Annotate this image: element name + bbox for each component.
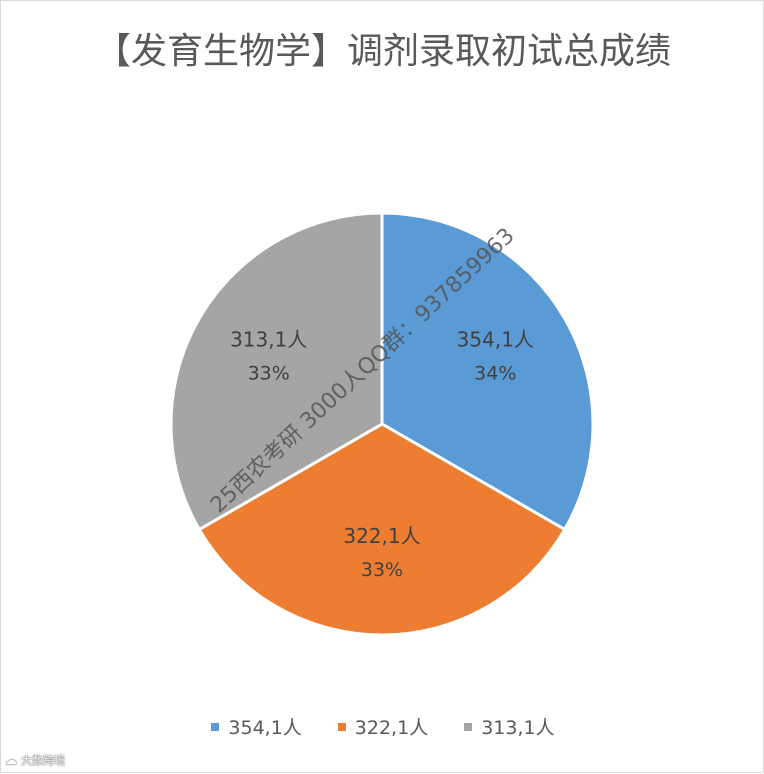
legend-label-322: 322,1人 — [354, 717, 429, 739]
legend-item-322: 322,1人 — [337, 713, 429, 740]
slice-label-313: 313,1人 — [230, 328, 307, 352]
chart-legend: 354,1人 322,1人 313,1人 — [1, 713, 764, 740]
pie-slice-322 — [197, 422, 567, 637]
legend-swatch-313 — [464, 722, 473, 731]
badge-label: 大数跨境 — [21, 754, 65, 767]
legend-item-313: 313,1人 — [464, 713, 555, 740]
slice-percent-313: 33% — [248, 363, 290, 385]
chart-title: 【发育生物学】调剂录取初试总成绩 — [94, 31, 671, 72]
slice-label-354: 354,1人 — [457, 328, 534, 352]
legend-label-354: 354,1人 — [228, 717, 302, 739]
slice-percent-354: 34% — [474, 363, 516, 385]
legend-swatch-322 — [337, 722, 346, 731]
legend-label-313: 313,1人 — [481, 717, 555, 739]
pie-slice-313 — [169, 211, 384, 532]
legend-swatch-354 — [211, 722, 220, 731]
source-badge: ☁ 大数跨境 — [5, 752, 65, 768]
slice-percent-322: 33% — [361, 559, 403, 581]
pie-slice-354 — [380, 211, 595, 532]
legend-item-354: 354,1人 — [211, 713, 302, 740]
slice-label-322: 322,1人 — [343, 524, 420, 548]
cloud-logo-icon: ☁ — [5, 753, 17, 767]
